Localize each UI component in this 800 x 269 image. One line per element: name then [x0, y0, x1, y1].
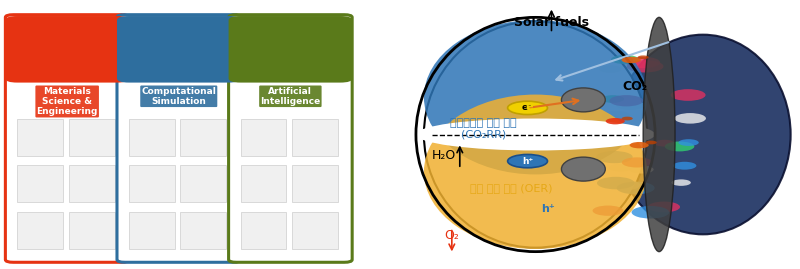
- Circle shape: [616, 100, 645, 110]
- Text: e⁻: e⁻: [526, 101, 539, 112]
- Bar: [129, 165, 174, 202]
- Circle shape: [610, 180, 640, 190]
- Bar: [129, 212, 174, 249]
- Circle shape: [638, 55, 649, 59]
- Bar: [180, 165, 226, 202]
- Bar: [18, 119, 63, 156]
- Bar: [180, 212, 226, 249]
- Circle shape: [626, 60, 663, 72]
- Bar: [241, 212, 286, 249]
- Text: e⁻: e⁻: [522, 103, 533, 112]
- Circle shape: [671, 179, 691, 186]
- Text: Computational
Simulation: Computational Simulation: [142, 87, 216, 106]
- Ellipse shape: [416, 119, 655, 150]
- Circle shape: [596, 151, 633, 163]
- Circle shape: [609, 164, 633, 172]
- Bar: [292, 119, 338, 156]
- Text: CO₂: CO₂: [622, 80, 648, 93]
- Circle shape: [646, 141, 657, 144]
- Ellipse shape: [424, 21, 647, 248]
- Bar: [129, 119, 174, 156]
- FancyBboxPatch shape: [117, 16, 241, 83]
- Circle shape: [630, 142, 649, 148]
- Circle shape: [601, 95, 624, 103]
- Circle shape: [654, 140, 674, 147]
- Text: Materials
Science &
Engineering: Materials Science & Engineering: [37, 87, 98, 116]
- Circle shape: [602, 111, 630, 121]
- Circle shape: [678, 139, 698, 146]
- Circle shape: [622, 117, 633, 121]
- Ellipse shape: [562, 88, 606, 112]
- Circle shape: [508, 154, 547, 168]
- Circle shape: [597, 177, 634, 189]
- Ellipse shape: [643, 17, 675, 252]
- Circle shape: [648, 201, 680, 212]
- Circle shape: [611, 55, 639, 64]
- Bar: [292, 165, 338, 202]
- Bar: [241, 165, 286, 202]
- FancyBboxPatch shape: [117, 15, 241, 262]
- Circle shape: [606, 118, 625, 124]
- Circle shape: [599, 65, 622, 73]
- Bar: [18, 212, 63, 249]
- Bar: [69, 165, 114, 202]
- Circle shape: [674, 113, 706, 124]
- FancyBboxPatch shape: [229, 15, 352, 262]
- Text: h⁺: h⁺: [542, 204, 555, 214]
- Circle shape: [593, 206, 623, 216]
- FancyBboxPatch shape: [6, 15, 129, 262]
- Circle shape: [631, 206, 669, 218]
- Ellipse shape: [424, 95, 647, 249]
- Circle shape: [626, 57, 660, 68]
- Bar: [69, 119, 114, 156]
- Text: h⁺: h⁺: [522, 157, 533, 166]
- Circle shape: [630, 165, 654, 174]
- Circle shape: [617, 182, 654, 194]
- Circle shape: [670, 89, 706, 101]
- Circle shape: [665, 141, 694, 151]
- Text: Artificial
Intelligence: Artificial Intelligence: [260, 87, 321, 106]
- Ellipse shape: [562, 157, 606, 181]
- FancyBboxPatch shape: [6, 16, 129, 83]
- Text: O₂: O₂: [444, 229, 459, 242]
- Text: 이산화탄소 환원 반응
(CO₂RR): 이산화탄소 환원 반응 (CO₂RR): [450, 118, 517, 140]
- Text: Solar fuels: Solar fuels: [514, 16, 589, 29]
- Ellipse shape: [424, 20, 647, 174]
- Bar: [241, 119, 286, 156]
- Bar: [292, 212, 338, 249]
- Text: 산소 발생 반응 (OER): 산소 발생 반응 (OER): [470, 183, 553, 193]
- FancyBboxPatch shape: [229, 16, 352, 83]
- Circle shape: [622, 57, 641, 63]
- Text: H₂O: H₂O: [432, 149, 456, 162]
- Bar: [18, 165, 63, 202]
- Circle shape: [508, 101, 547, 115]
- Circle shape: [622, 157, 652, 168]
- Circle shape: [610, 95, 643, 107]
- Circle shape: [673, 162, 696, 170]
- Bar: [69, 212, 114, 249]
- Bar: [180, 119, 226, 156]
- Ellipse shape: [615, 35, 790, 234]
